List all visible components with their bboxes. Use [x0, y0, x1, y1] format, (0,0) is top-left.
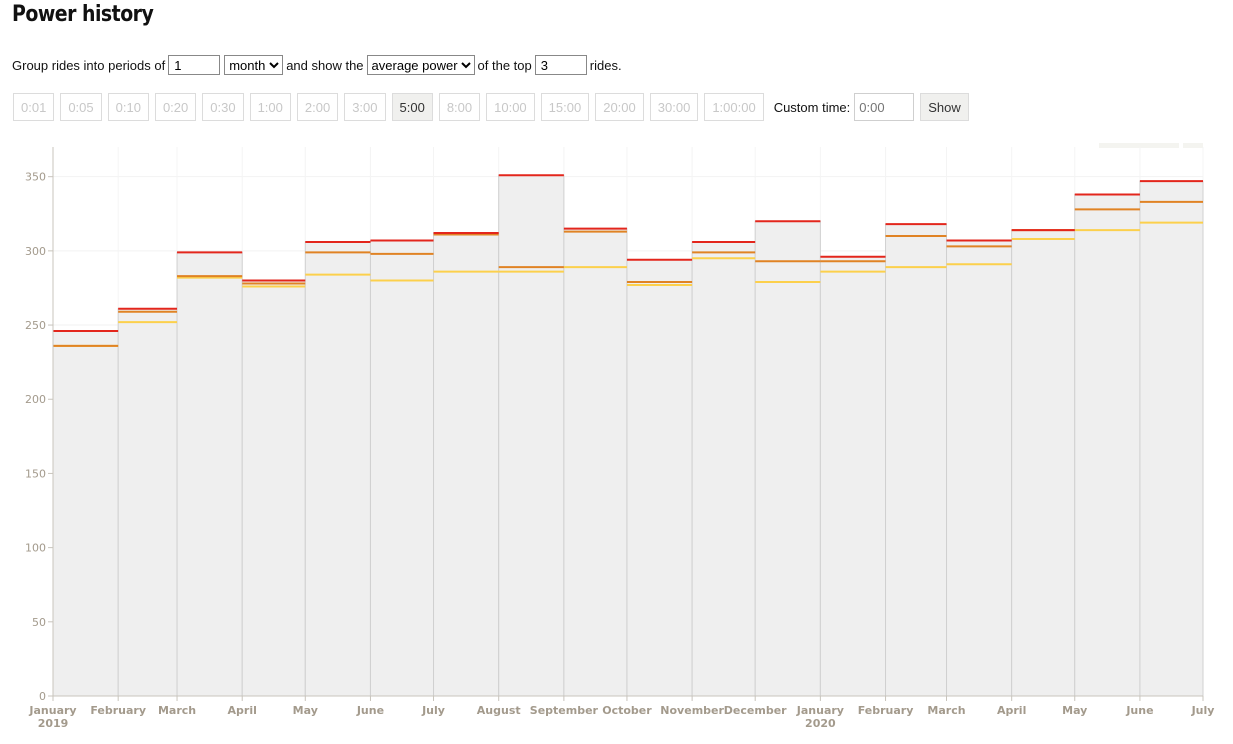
- duration-button-15-00[interactable]: 15:00: [540, 93, 590, 121]
- bar-17: [1139, 180, 1204, 697]
- bar-13: [885, 223, 948, 697]
- x-tick-year-label: 2019: [38, 717, 69, 730]
- bar-8: [563, 228, 628, 697]
- bar-3: [241, 280, 306, 697]
- y-tick-label: 0: [39, 690, 46, 703]
- x-tick-label: July: [421, 704, 445, 717]
- y-tick-label: 50: [32, 616, 46, 629]
- x-tick-label: November: [660, 704, 724, 717]
- x-tick-label: April: [997, 704, 1026, 717]
- metric-select[interactable]: average power: [366, 55, 475, 75]
- duration-button-0-30[interactable]: 0:30: [202, 93, 244, 121]
- period-count-input[interactable]: [168, 55, 221, 75]
- bar-15: [1011, 229, 1076, 697]
- duration-button-10-00[interactable]: 10:00: [486, 93, 535, 121]
- x-tick-label: February: [858, 704, 914, 717]
- show-prefix-label: and show the: [286, 57, 364, 73]
- bar-6: [433, 232, 500, 697]
- x-tick-label: December: [724, 704, 787, 717]
- legend-swatch: [1099, 143, 1179, 148]
- y-tick-label: 150: [25, 467, 46, 480]
- y-tick-label: 350: [25, 171, 46, 184]
- bar-16: [1074, 193, 1141, 697]
- x-tick-label: October: [602, 704, 652, 717]
- x-tick-label: July: [1191, 704, 1215, 717]
- x-tick-label: January: [28, 704, 76, 717]
- bar-2: [176, 251, 243, 697]
- page-title: Power history: [12, 2, 154, 27]
- x-tick-year-label: 2020: [805, 717, 836, 730]
- period-unit-select[interactable]: month: [224, 55, 284, 75]
- x-tick-label: May: [293, 704, 318, 717]
- duration-button-3-00[interactable]: 3:00: [344, 93, 386, 121]
- y-tick-label: 300: [25, 245, 46, 258]
- bar-0: [52, 330, 119, 697]
- x-tick-label: February: [90, 704, 146, 717]
- duration-button-0-10[interactable]: 0:10: [107, 93, 149, 121]
- custom-time-input[interactable]: [854, 93, 915, 121]
- show-button[interactable]: Show: [920, 93, 969, 121]
- x-tick-label: March: [158, 704, 196, 717]
- y-tick-label: 100: [25, 542, 46, 555]
- duration-button-1-00[interactable]: 1:00: [249, 93, 291, 121]
- duration-button-5-00[interactable]: 5:00: [391, 93, 433, 121]
- query-controls: Group rides into periods of month and sh…: [12, 53, 622, 77]
- x-tick-label: June: [356, 704, 384, 717]
- duration-button-1-00-00[interactable]: 1:00:00: [704, 93, 764, 121]
- duration-button-8-00[interactable]: 8:00: [438, 93, 481, 121]
- x-tick-label: September: [530, 704, 599, 717]
- duration-button-20-00[interactable]: 20:00: [595, 93, 644, 121]
- bar-12: [819, 256, 887, 697]
- duration-button-0-05[interactable]: 0:05: [60, 93, 102, 121]
- duration-buttons: 0:01 0:05 0:10 0:20 0:30 1:00 2:00 3:00 …: [13, 93, 969, 121]
- custom-time-label: Custom time:: [773, 99, 851, 115]
- x-tick-label: May: [1062, 704, 1087, 717]
- y-tick-label: 250: [25, 319, 46, 332]
- duration-button-0-20[interactable]: 0:20: [154, 93, 197, 121]
- legend-swatch: [1183, 143, 1203, 148]
- bar-1: [117, 308, 178, 697]
- top-count-input[interactable]: [534, 55, 587, 75]
- bar-9: [626, 259, 693, 697]
- bar-11: [754, 220, 821, 697]
- x-tick-label: March: [927, 704, 965, 717]
- x-tick-label: August: [477, 704, 521, 717]
- bar-4: [304, 241, 371, 697]
- top-prefix-label: of the top: [477, 57, 532, 73]
- bar-14: [946, 239, 1013, 697]
- y-tick-label: 200: [25, 393, 46, 406]
- bar-5: [369, 239, 435, 697]
- bar-10: [691, 241, 756, 697]
- x-tick-label: April: [228, 704, 257, 717]
- duration-button-2-00[interactable]: 2:00: [296, 93, 339, 121]
- duration-button-30-00[interactable]: 30:00: [649, 93, 699, 121]
- rides-suffix-label: rides.: [589, 57, 622, 73]
- x-tick-label: June: [1125, 704, 1153, 717]
- duration-button-0-01[interactable]: 0:01: [13, 93, 55, 121]
- group-prefix-label: Group rides into periods of: [12, 57, 166, 73]
- bar-7: [498, 174, 565, 697]
- x-tick-label: January: [796, 704, 844, 717]
